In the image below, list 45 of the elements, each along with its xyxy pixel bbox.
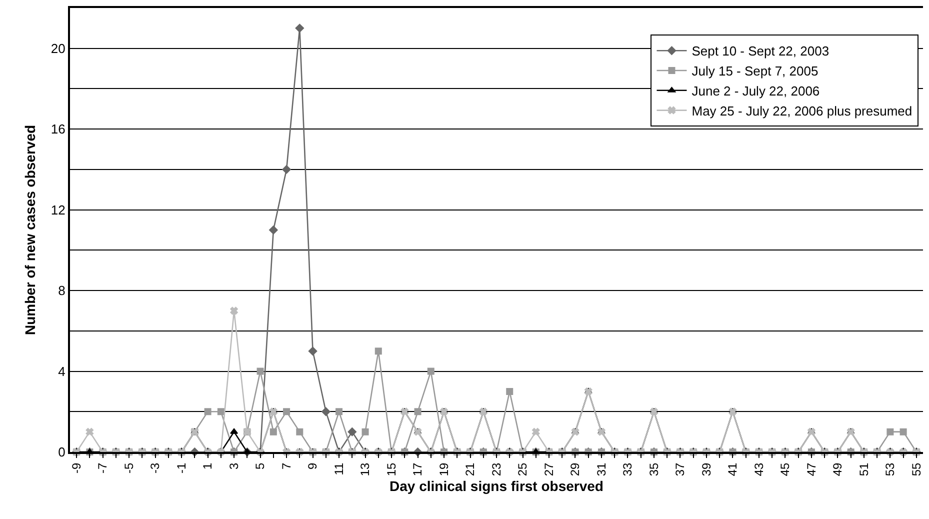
x-tick-label: -9 bbox=[69, 462, 84, 474]
x-tick-label: 7 bbox=[279, 462, 294, 470]
x-tick-label: 21 bbox=[463, 462, 478, 476]
x-axis-title: Day clinical signs first observed bbox=[390, 478, 604, 494]
x-tick-label: 39 bbox=[699, 462, 714, 476]
x-tick-label: 35 bbox=[646, 462, 661, 476]
x-tick-label: 1 bbox=[200, 462, 215, 470]
y-tick-label: 16 bbox=[50, 122, 66, 137]
y-tick-label: 4 bbox=[58, 364, 66, 379]
x-tick-label: 53 bbox=[883, 462, 898, 476]
y-tick-label: 0 bbox=[58, 444, 66, 460]
x-tick-label: 47 bbox=[804, 462, 818, 476]
y-tick-label: 20 bbox=[50, 40, 66, 56]
x-tick-label: 9 bbox=[306, 462, 320, 470]
legend-label: June 2 - July 22, 2006 bbox=[692, 83, 820, 98]
x-tick-label: 55 bbox=[909, 462, 924, 476]
x-tick-label: 5 bbox=[253, 462, 268, 470]
x-tick-label: 45 bbox=[778, 462, 792, 476]
x-tick-label: 29 bbox=[568, 462, 582, 476]
x-tick-label: 43 bbox=[752, 462, 766, 476]
x-tick-label: 37 bbox=[673, 462, 688, 476]
x-tick-label: -5 bbox=[122, 462, 136, 474]
x-tick-label: -3 bbox=[148, 462, 162, 474]
x-tick-label: 41 bbox=[726, 462, 740, 476]
y-tick-label: 12 bbox=[50, 202, 66, 218]
legend-label: Sept 10 - Sept 22, 2003 bbox=[692, 44, 830, 59]
x-tick-label: 33 bbox=[620, 462, 635, 476]
x-tick-label: 31 bbox=[594, 462, 608, 476]
x-tick-label: 17 bbox=[410, 462, 425, 476]
legend-label: July 15 - Sept 7, 2005 bbox=[692, 64, 818, 79]
x-tick-label: 25 bbox=[516, 462, 530, 476]
x-tick-label: -7 bbox=[96, 462, 110, 474]
y-axis-title: Number of new cases observed bbox=[22, 124, 38, 336]
x-tick-label: 49 bbox=[830, 462, 845, 476]
y-tick-label: 8 bbox=[58, 283, 66, 298]
x-tick-label: 27 bbox=[542, 462, 556, 476]
x-tick-label: 13 bbox=[358, 462, 372, 476]
x-tick-label: 19 bbox=[436, 462, 451, 476]
x-tick-label: 3 bbox=[226, 462, 241, 470]
x-tick-label: 23 bbox=[489, 462, 504, 476]
x-tick-label: 15 bbox=[384, 462, 398, 476]
x-tick-label: -1 bbox=[174, 462, 188, 474]
x-tick-label: 51 bbox=[856, 462, 871, 476]
legend-label: May 25 - July 22, 2006 plus presumed bbox=[692, 103, 912, 118]
x-tick-label: 11 bbox=[332, 462, 346, 476]
